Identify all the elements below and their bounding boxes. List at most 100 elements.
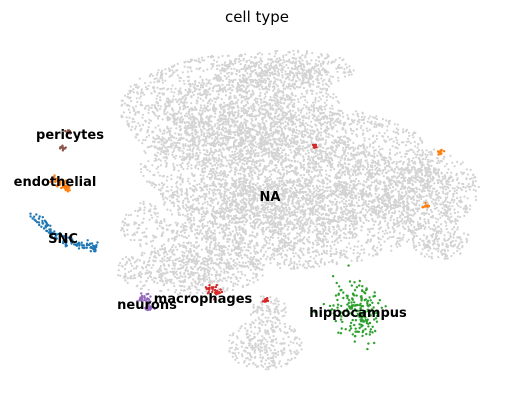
point-na bbox=[247, 172, 250, 175]
point-na bbox=[372, 141, 375, 144]
point-na bbox=[307, 136, 310, 139]
point-na bbox=[362, 152, 365, 155]
point-na bbox=[221, 136, 224, 140]
point-na bbox=[269, 134, 272, 137]
point-na bbox=[241, 194, 244, 197]
point-na bbox=[285, 116, 288, 120]
point-na bbox=[305, 122, 308, 125]
point-na bbox=[234, 78, 237, 81]
point-na bbox=[365, 168, 369, 171]
point-na bbox=[194, 128, 197, 131]
point-na bbox=[172, 155, 175, 158]
point-na bbox=[272, 132, 275, 135]
point-na bbox=[299, 153, 302, 156]
point-na bbox=[159, 77, 162, 80]
point-na bbox=[263, 108, 266, 111]
point-na bbox=[328, 117, 331, 120]
point-na bbox=[217, 174, 220, 177]
point-na bbox=[192, 94, 195, 97]
point-na bbox=[182, 159, 186, 162]
point-na bbox=[166, 97, 169, 100]
point-na bbox=[181, 181, 184, 184]
point-na bbox=[283, 99, 287, 102]
point-na bbox=[357, 168, 360, 171]
point-na bbox=[387, 211, 390, 215]
point-na bbox=[158, 183, 161, 186]
point-na bbox=[179, 183, 182, 186]
point-na bbox=[257, 110, 260, 113]
point-na bbox=[155, 97, 158, 100]
point-na bbox=[158, 137, 161, 140]
point-na bbox=[194, 166, 197, 169]
point-na bbox=[144, 139, 147, 142]
point-na bbox=[235, 100, 238, 103]
point-na bbox=[185, 138, 188, 141]
point-na bbox=[161, 118, 164, 121]
point-na bbox=[246, 148, 250, 152]
point-na bbox=[255, 145, 258, 148]
point-na bbox=[191, 91, 194, 94]
point-na bbox=[198, 141, 201, 144]
point-na bbox=[356, 146, 359, 149]
point-na bbox=[264, 136, 267, 140]
point-na bbox=[305, 146, 308, 149]
point-na bbox=[239, 168, 242, 171]
point-na bbox=[203, 132, 206, 135]
point-na bbox=[364, 148, 367, 151]
point-na bbox=[330, 145, 333, 148]
point-na bbox=[365, 181, 368, 184]
point-na bbox=[273, 99, 276, 102]
point-na bbox=[157, 69, 160, 72]
point-na bbox=[240, 68, 243, 71]
point-na bbox=[215, 78, 218, 81]
point-na bbox=[284, 187, 287, 191]
point-na bbox=[194, 79, 197, 83]
point-na bbox=[149, 119, 152, 122]
point-na bbox=[191, 144, 194, 147]
point-na bbox=[152, 174, 155, 177]
point-na bbox=[318, 153, 321, 156]
point-na bbox=[234, 181, 237, 184]
point-na bbox=[230, 146, 233, 149]
point-na bbox=[194, 187, 198, 190]
point-na bbox=[206, 188, 209, 191]
point-na bbox=[330, 117, 333, 120]
point-na bbox=[339, 135, 343, 138]
point-na bbox=[220, 106, 223, 109]
point-na bbox=[276, 253, 279, 256]
point-na bbox=[228, 154, 231, 157]
point-na bbox=[247, 129, 250, 132]
point-na bbox=[321, 168, 324, 171]
point-na bbox=[251, 146, 254, 149]
point-na bbox=[318, 96, 321, 99]
point-na bbox=[158, 174, 161, 177]
point-na bbox=[261, 117, 264, 120]
point-na bbox=[346, 170, 349, 174]
point-na bbox=[357, 179, 360, 183]
point-na bbox=[354, 172, 357, 175]
point-na bbox=[189, 107, 192, 110]
point-na bbox=[176, 164, 179, 167]
point-na bbox=[156, 151, 159, 154]
point-na bbox=[214, 148, 217, 151]
point-na bbox=[302, 203, 305, 206]
point-na bbox=[172, 120, 175, 123]
point-na bbox=[274, 97, 277, 100]
point-na bbox=[344, 150, 347, 153]
point-na bbox=[195, 125, 198, 128]
point-na bbox=[392, 140, 395, 143]
point-na bbox=[166, 125, 169, 128]
point-na bbox=[264, 114, 267, 117]
point-na bbox=[421, 173, 424, 176]
point-na bbox=[335, 113, 339, 116]
point-na bbox=[353, 166, 356, 169]
point-na bbox=[139, 103, 142, 106]
point-na bbox=[319, 199, 322, 202]
point-na bbox=[227, 54, 230, 57]
point-na bbox=[335, 174, 338, 177]
point-na bbox=[218, 89, 221, 92]
point-na bbox=[225, 143, 228, 146]
point-na bbox=[138, 97, 141, 100]
point-na bbox=[167, 153, 170, 156]
point-na bbox=[210, 120, 213, 123]
